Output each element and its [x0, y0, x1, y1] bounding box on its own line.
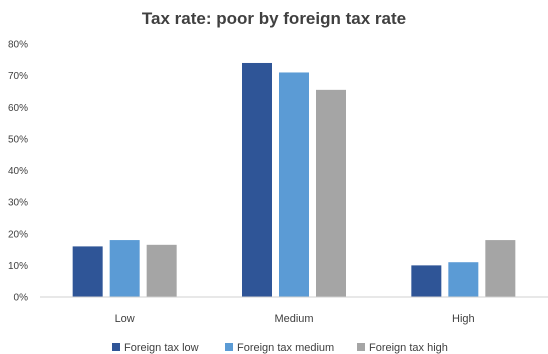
bar-low-series-2	[109, 240, 140, 297]
bar-high-series-3	[485, 240, 516, 297]
bars	[72, 62, 516, 298]
y-axis: 0% 10% 20% 30% 40% 50% 60% 70% 80%	[8, 40, 28, 304]
y-tick-label: 60%	[8, 103, 28, 114]
legend-swatch	[225, 343, 233, 351]
legend-label: Foreign tax low	[124, 342, 199, 354]
chart-title: Tax rate: poor by foreign tax rate	[142, 9, 406, 28]
y-tick-label: 30%	[8, 198, 28, 209]
bar-high-series-2	[448, 262, 479, 297]
legend-label: Foreign tax medium	[237, 342, 334, 354]
x-category-label: Medium	[274, 313, 313, 325]
y-tick-label: 80%	[8, 40, 28, 51]
bar-low-series-3	[146, 244, 177, 297]
x-category-label: High	[452, 313, 475, 325]
bar-medium-series-1	[242, 62, 272, 297]
bar-high-series-1	[411, 265, 442, 297]
y-tick-label: 40%	[8, 166, 28, 177]
x-category-label: Low	[115, 313, 135, 325]
x-axis: Low Medium High	[115, 313, 475, 325]
y-tick-label: 70%	[8, 71, 28, 82]
y-tick-label: 20%	[8, 229, 28, 240]
y-tick-label: 0%	[14, 293, 29, 304]
legend-label: Foreign tax high	[369, 342, 448, 354]
legend-swatch	[357, 343, 365, 351]
legend: Foreign tax low Foreign tax medium Foreign…	[112, 342, 448, 354]
y-tick-label: 50%	[8, 134, 28, 145]
bar-medium-series-3	[316, 89, 346, 297]
legend-swatch	[112, 343, 120, 351]
y-tick-label: 10%	[8, 261, 28, 272]
bar-medium-series-2	[279, 72, 309, 298]
bar-low-series-1	[72, 246, 103, 297]
